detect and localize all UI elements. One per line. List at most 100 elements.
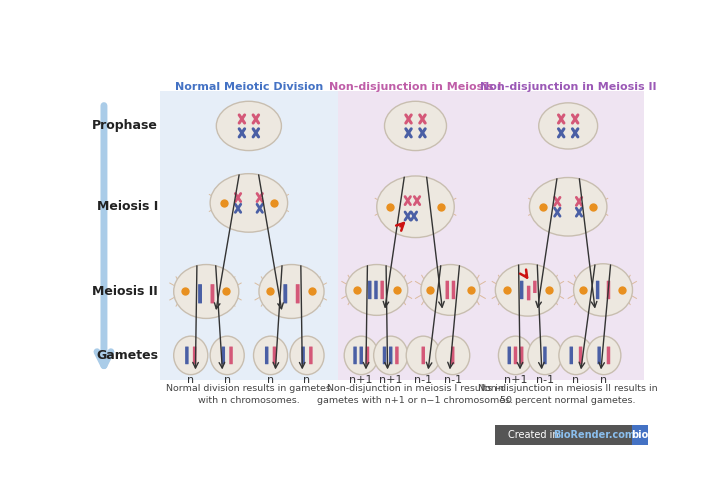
Ellipse shape <box>174 265 239 319</box>
Bar <box>160 91 338 161</box>
FancyBboxPatch shape <box>389 347 392 364</box>
Bar <box>338 91 493 161</box>
FancyBboxPatch shape <box>508 347 511 364</box>
Ellipse shape <box>210 174 287 232</box>
Text: Non-disjunction in meiosis II results in
50 percent normal gametes.: Non-disjunction in meiosis II results in… <box>478 384 658 405</box>
FancyBboxPatch shape <box>229 347 233 364</box>
Text: n: n <box>303 374 310 385</box>
Ellipse shape <box>253 336 287 374</box>
FancyBboxPatch shape <box>598 347 601 364</box>
FancyBboxPatch shape <box>368 281 372 299</box>
Ellipse shape <box>384 101 446 151</box>
Text: n-1: n-1 <box>444 374 462 385</box>
Text: n: n <box>267 374 274 385</box>
FancyBboxPatch shape <box>354 347 357 364</box>
Ellipse shape <box>574 264 632 316</box>
Ellipse shape <box>216 101 282 151</box>
Text: n+1: n+1 <box>504 374 527 385</box>
FancyBboxPatch shape <box>359 347 363 364</box>
FancyBboxPatch shape <box>273 347 276 364</box>
Bar <box>493 253 644 334</box>
FancyBboxPatch shape <box>579 347 582 364</box>
Bar <box>338 334 493 380</box>
FancyBboxPatch shape <box>366 347 369 364</box>
FancyBboxPatch shape <box>210 284 215 303</box>
Text: Meiosis II: Meiosis II <box>92 285 158 298</box>
FancyBboxPatch shape <box>185 347 189 364</box>
Text: Non-disjunction in Meiosis II: Non-disjunction in Meiosis II <box>480 82 657 92</box>
FancyBboxPatch shape <box>543 347 546 364</box>
FancyBboxPatch shape <box>570 347 573 364</box>
Ellipse shape <box>374 336 408 374</box>
Text: Gametes: Gametes <box>96 349 158 362</box>
Ellipse shape <box>344 336 378 374</box>
FancyBboxPatch shape <box>631 425 649 446</box>
FancyBboxPatch shape <box>374 281 378 299</box>
Text: Meiosis I: Meiosis I <box>97 200 158 213</box>
Text: Non-disjunction in Meiosis I: Non-disjunction in Meiosis I <box>329 82 502 92</box>
FancyBboxPatch shape <box>421 347 425 364</box>
Ellipse shape <box>498 336 533 374</box>
Text: n: n <box>187 374 194 385</box>
Ellipse shape <box>559 336 593 374</box>
FancyBboxPatch shape <box>380 281 384 299</box>
Ellipse shape <box>495 264 560 316</box>
FancyBboxPatch shape <box>527 286 531 300</box>
FancyBboxPatch shape <box>309 347 312 364</box>
Bar <box>338 161 493 253</box>
Bar <box>338 253 493 334</box>
Text: n+1: n+1 <box>379 374 402 385</box>
Text: bio: bio <box>631 430 649 440</box>
FancyBboxPatch shape <box>383 347 386 364</box>
FancyBboxPatch shape <box>520 281 523 299</box>
Text: n: n <box>572 374 580 385</box>
Ellipse shape <box>587 336 621 374</box>
Ellipse shape <box>539 103 598 149</box>
Bar <box>160 161 338 253</box>
FancyBboxPatch shape <box>596 281 599 299</box>
FancyBboxPatch shape <box>451 281 455 299</box>
Ellipse shape <box>174 336 208 374</box>
Bar <box>493 334 644 380</box>
FancyBboxPatch shape <box>302 347 305 364</box>
Ellipse shape <box>346 265 408 316</box>
Ellipse shape <box>529 177 607 236</box>
Ellipse shape <box>421 265 480 316</box>
Text: Normal division results in gametes
with n chromosomes.: Normal division results in gametes with … <box>166 384 331 405</box>
Text: Prophase: Prophase <box>92 119 158 133</box>
Ellipse shape <box>210 336 244 374</box>
Text: n-1: n-1 <box>536 374 554 385</box>
FancyBboxPatch shape <box>533 281 536 293</box>
Ellipse shape <box>436 336 469 374</box>
FancyBboxPatch shape <box>495 425 634 446</box>
FancyBboxPatch shape <box>222 347 225 364</box>
FancyBboxPatch shape <box>520 347 523 364</box>
Bar <box>493 91 644 161</box>
FancyBboxPatch shape <box>395 347 399 364</box>
Text: Normal Meiotic Division: Normal Meiotic Division <box>175 82 323 92</box>
FancyBboxPatch shape <box>284 284 287 303</box>
Ellipse shape <box>528 336 562 374</box>
FancyBboxPatch shape <box>446 281 449 299</box>
FancyBboxPatch shape <box>265 347 269 364</box>
Ellipse shape <box>290 336 324 374</box>
Text: n+1: n+1 <box>349 374 373 385</box>
Text: Created in: Created in <box>508 430 562 440</box>
FancyBboxPatch shape <box>451 347 454 364</box>
Ellipse shape <box>406 336 441 374</box>
FancyBboxPatch shape <box>193 347 197 364</box>
Bar <box>160 334 338 380</box>
Ellipse shape <box>259 265 324 319</box>
Bar <box>160 253 338 334</box>
FancyBboxPatch shape <box>198 284 202 303</box>
FancyBboxPatch shape <box>607 281 611 299</box>
Text: Non-disjunction in meiosis I results in
gametes with n+1 or n−1 chromosomes.: Non-disjunction in meiosis I results in … <box>318 384 513 405</box>
Bar <box>493 161 644 253</box>
Ellipse shape <box>377 176 454 237</box>
Text: n-1: n-1 <box>414 374 432 385</box>
FancyBboxPatch shape <box>514 347 517 364</box>
Text: BioRender.com: BioRender.com <box>553 430 634 440</box>
Text: n: n <box>600 374 608 385</box>
Text: n: n <box>224 374 230 385</box>
FancyBboxPatch shape <box>607 347 611 364</box>
